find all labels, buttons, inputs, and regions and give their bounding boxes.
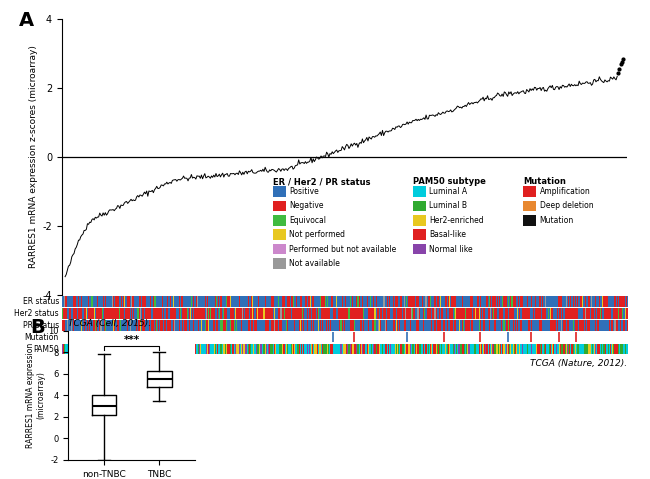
Text: Amplification: Amplification [540,187,590,196]
Text: Performed but not available: Performed but not available [289,245,396,253]
Point [613,68,623,76]
Text: Her2-enriched: Her2-enriched [429,216,484,225]
Point [618,55,628,63]
Text: TCGA (Cell, 2015).: TCGA (Cell, 2015). [68,319,151,328]
Text: A: A [20,11,34,30]
Text: Positive: Positive [289,187,319,196]
Y-axis label: RARRES1 mRNA expression z-scores (microarray): RARRES1 mRNA expression z-scores (microa… [29,46,38,268]
Point [616,60,626,68]
Y-axis label: RARRES1 mRNA expression
(microarray): RARRES1 mRNA expression (microarray) [26,342,46,448]
Text: Normal like: Normal like [429,245,473,253]
Text: Mutation: Mutation [523,177,566,186]
Text: Basal-like: Basal-like [429,230,466,239]
Point [614,65,625,73]
Text: Mutation: Mutation [25,333,59,342]
Text: Not available: Not available [289,259,340,268]
Point [616,58,627,66]
Text: B: B [30,318,45,337]
Text: Mutation: Mutation [540,216,574,225]
Text: ER status: ER status [23,297,59,306]
Text: PAM50 subtype: PAM50 subtype [413,177,486,186]
Text: ER / Her2 / PR status: ER / Her2 / PR status [273,177,370,186]
Text: Luminal A: Luminal A [429,187,467,196]
Text: Negative: Negative [289,202,324,210]
Text: Her2 status: Her2 status [14,309,59,318]
Text: Luminal B: Luminal B [429,202,467,210]
Text: PR status: PR status [23,321,59,330]
Text: TCGA (Nature, 2012).: TCGA (Nature, 2012). [530,359,627,368]
Text: Equivocal: Equivocal [289,216,326,225]
Text: PAM50: PAM50 [33,345,59,354]
Text: Deep deletion: Deep deletion [540,202,593,210]
Text: ***: *** [124,335,140,345]
Text: Not performed: Not performed [289,230,345,239]
